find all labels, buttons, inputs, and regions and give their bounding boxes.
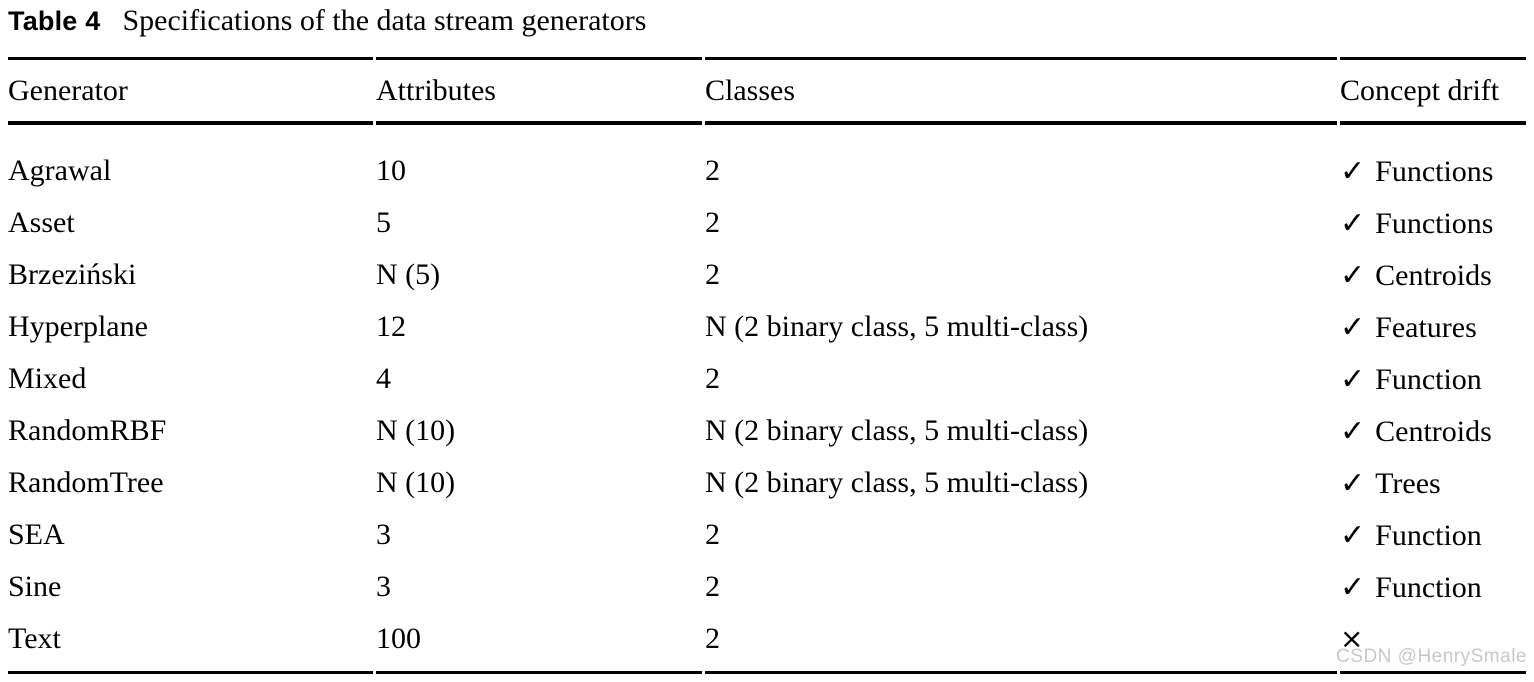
table-row: RandomTree N (10) N (2 binary class, 5 m…	[8, 457, 1526, 509]
cell-attributes: 3	[376, 570, 391, 603]
table-row: Hyperplane 12 N (2 binary class, 5 multi…	[8, 301, 1526, 353]
table-row: Sine 3 2 ✓ Function	[8, 561, 1526, 613]
cell-classes: 2	[705, 258, 720, 291]
cell-classes: N (2 binary class, 5 multi-class)	[705, 414, 1089, 447]
concept-drift-label: Function	[1375, 518, 1482, 552]
table-header-row: Generator Attributes Classes Concept dri…	[8, 57, 1526, 125]
cell-attributes: 3	[376, 518, 391, 551]
table-caption-number: Table 4	[8, 6, 101, 36]
cell-classes: 2	[705, 154, 720, 187]
concept-drift-label: Functions	[1375, 206, 1494, 240]
cell-attributes: N (10)	[376, 414, 456, 447]
table-row: Brzeziński N (5) 2 ✓ Centroids	[8, 249, 1526, 301]
concept-drift-label: Function	[1375, 570, 1482, 604]
cell-generator: Sine	[8, 570, 62, 603]
table-caption-text: Specifications of the data stream genera…	[122, 4, 647, 37]
cell-attributes: 4	[376, 362, 391, 395]
cell-classes: 2	[705, 362, 720, 395]
column-header-attributes: Attributes	[376, 57, 702, 125]
column-header-concept-drift: Concept drift	[1340, 57, 1526, 125]
concept-drift-label: Functions	[1375, 154, 1494, 188]
table-row: Agrawal 10 2 ✓ Functions	[8, 125, 1526, 197]
table-row: SEA 3 2 ✓ Function	[8, 509, 1526, 561]
cell-concept-drift: ✓ Centroids	[1340, 249, 1526, 301]
cell-classes: N (2 binary class, 5 multi-class)	[705, 310, 1089, 343]
checkmark-icon: ✓	[1340, 257, 1366, 293]
cell-concept-drift: ✓ Features	[1340, 301, 1526, 353]
checkmark-icon: ✓	[1340, 309, 1366, 345]
cell-attributes: 12	[376, 310, 406, 343]
cross-icon: ×	[1340, 622, 1364, 655]
concept-drift-label: Centroids	[1375, 414, 1492, 448]
cell-generator: SEA	[8, 518, 65, 551]
cell-generator: Mixed	[8, 362, 87, 395]
cell-generator: Agrawal	[8, 154, 112, 187]
table-row: Mixed 4 2 ✓ Function	[8, 353, 1526, 405]
cell-classes: 2	[705, 570, 720, 603]
table-header: Generator Attributes Classes Concept dri…	[8, 57, 1526, 125]
checkmark-icon: ✓	[1340, 465, 1366, 501]
cell-generator: Asset	[8, 206, 75, 239]
cell-generator: Hyperplane	[8, 310, 148, 343]
column-header-classes: Classes	[705, 57, 1337, 125]
cell-concept-drift: ✓ Function	[1340, 509, 1526, 561]
table-body: Agrawal 10 2 ✓ Functions Asset 5 2 ✓ Funct…	[8, 125, 1526, 674]
cell-attributes: N (10)	[376, 466, 456, 499]
table-row: Text 100 2 ×	[8, 613, 1526, 674]
concept-drift-label: Function	[1375, 362, 1482, 396]
watermark: CSDN @HenrySmale	[1336, 646, 1527, 667]
cell-concept-drift: ✓ Function	[1340, 561, 1526, 613]
table-row: RandomRBF N (10) N (2 binary class, 5 mu…	[8, 405, 1526, 457]
cell-concept-drift: ×	[1340, 613, 1526, 674]
cell-concept-drift: ✓ Functions	[1340, 197, 1526, 249]
checkmark-icon: ✓	[1340, 569, 1366, 605]
checkmark-icon: ✓	[1340, 517, 1366, 553]
cell-concept-drift: ✓ Functions	[1340, 125, 1526, 197]
cell-classes: 2	[705, 613, 1337, 674]
cell-attributes: N (5)	[376, 258, 441, 291]
cell-classes: 2	[705, 518, 720, 551]
cell-generator: Text	[8, 613, 373, 674]
cell-classes: N (2 binary class, 5 multi-class)	[705, 466, 1089, 499]
checkmark-icon: ✓	[1340, 413, 1366, 449]
cell-concept-drift: ✓ Function	[1340, 353, 1526, 405]
concept-drift-label: Features	[1375, 310, 1477, 344]
table-row: Asset 5 2 ✓ Functions	[8, 197, 1526, 249]
cell-attributes: 10	[376, 154, 406, 187]
checkmark-icon: ✓	[1340, 205, 1366, 241]
cell-classes: 2	[705, 206, 720, 239]
cell-generator: RandomTree	[8, 466, 164, 499]
cell-attributes: 100	[376, 613, 702, 674]
concept-drift-label: Trees	[1375, 466, 1441, 500]
cell-generator: Brzeziński	[8, 258, 137, 291]
cell-concept-drift: ✓ Trees	[1340, 457, 1526, 509]
cell-attributes: 5	[376, 206, 391, 239]
generators-table: Generator Attributes Classes Concept dri…	[5, 57, 1529, 674]
checkmark-icon: ✓	[1340, 153, 1366, 189]
table-caption: Table 4 Specifications of the data strea…	[8, 4, 646, 38]
cell-generator: RandomRBF	[8, 414, 167, 447]
concept-drift-label: Centroids	[1375, 258, 1492, 292]
cell-concept-drift: ✓ Centroids	[1340, 405, 1526, 457]
checkmark-icon: ✓	[1340, 361, 1366, 397]
column-header-generator: Generator	[8, 57, 373, 125]
